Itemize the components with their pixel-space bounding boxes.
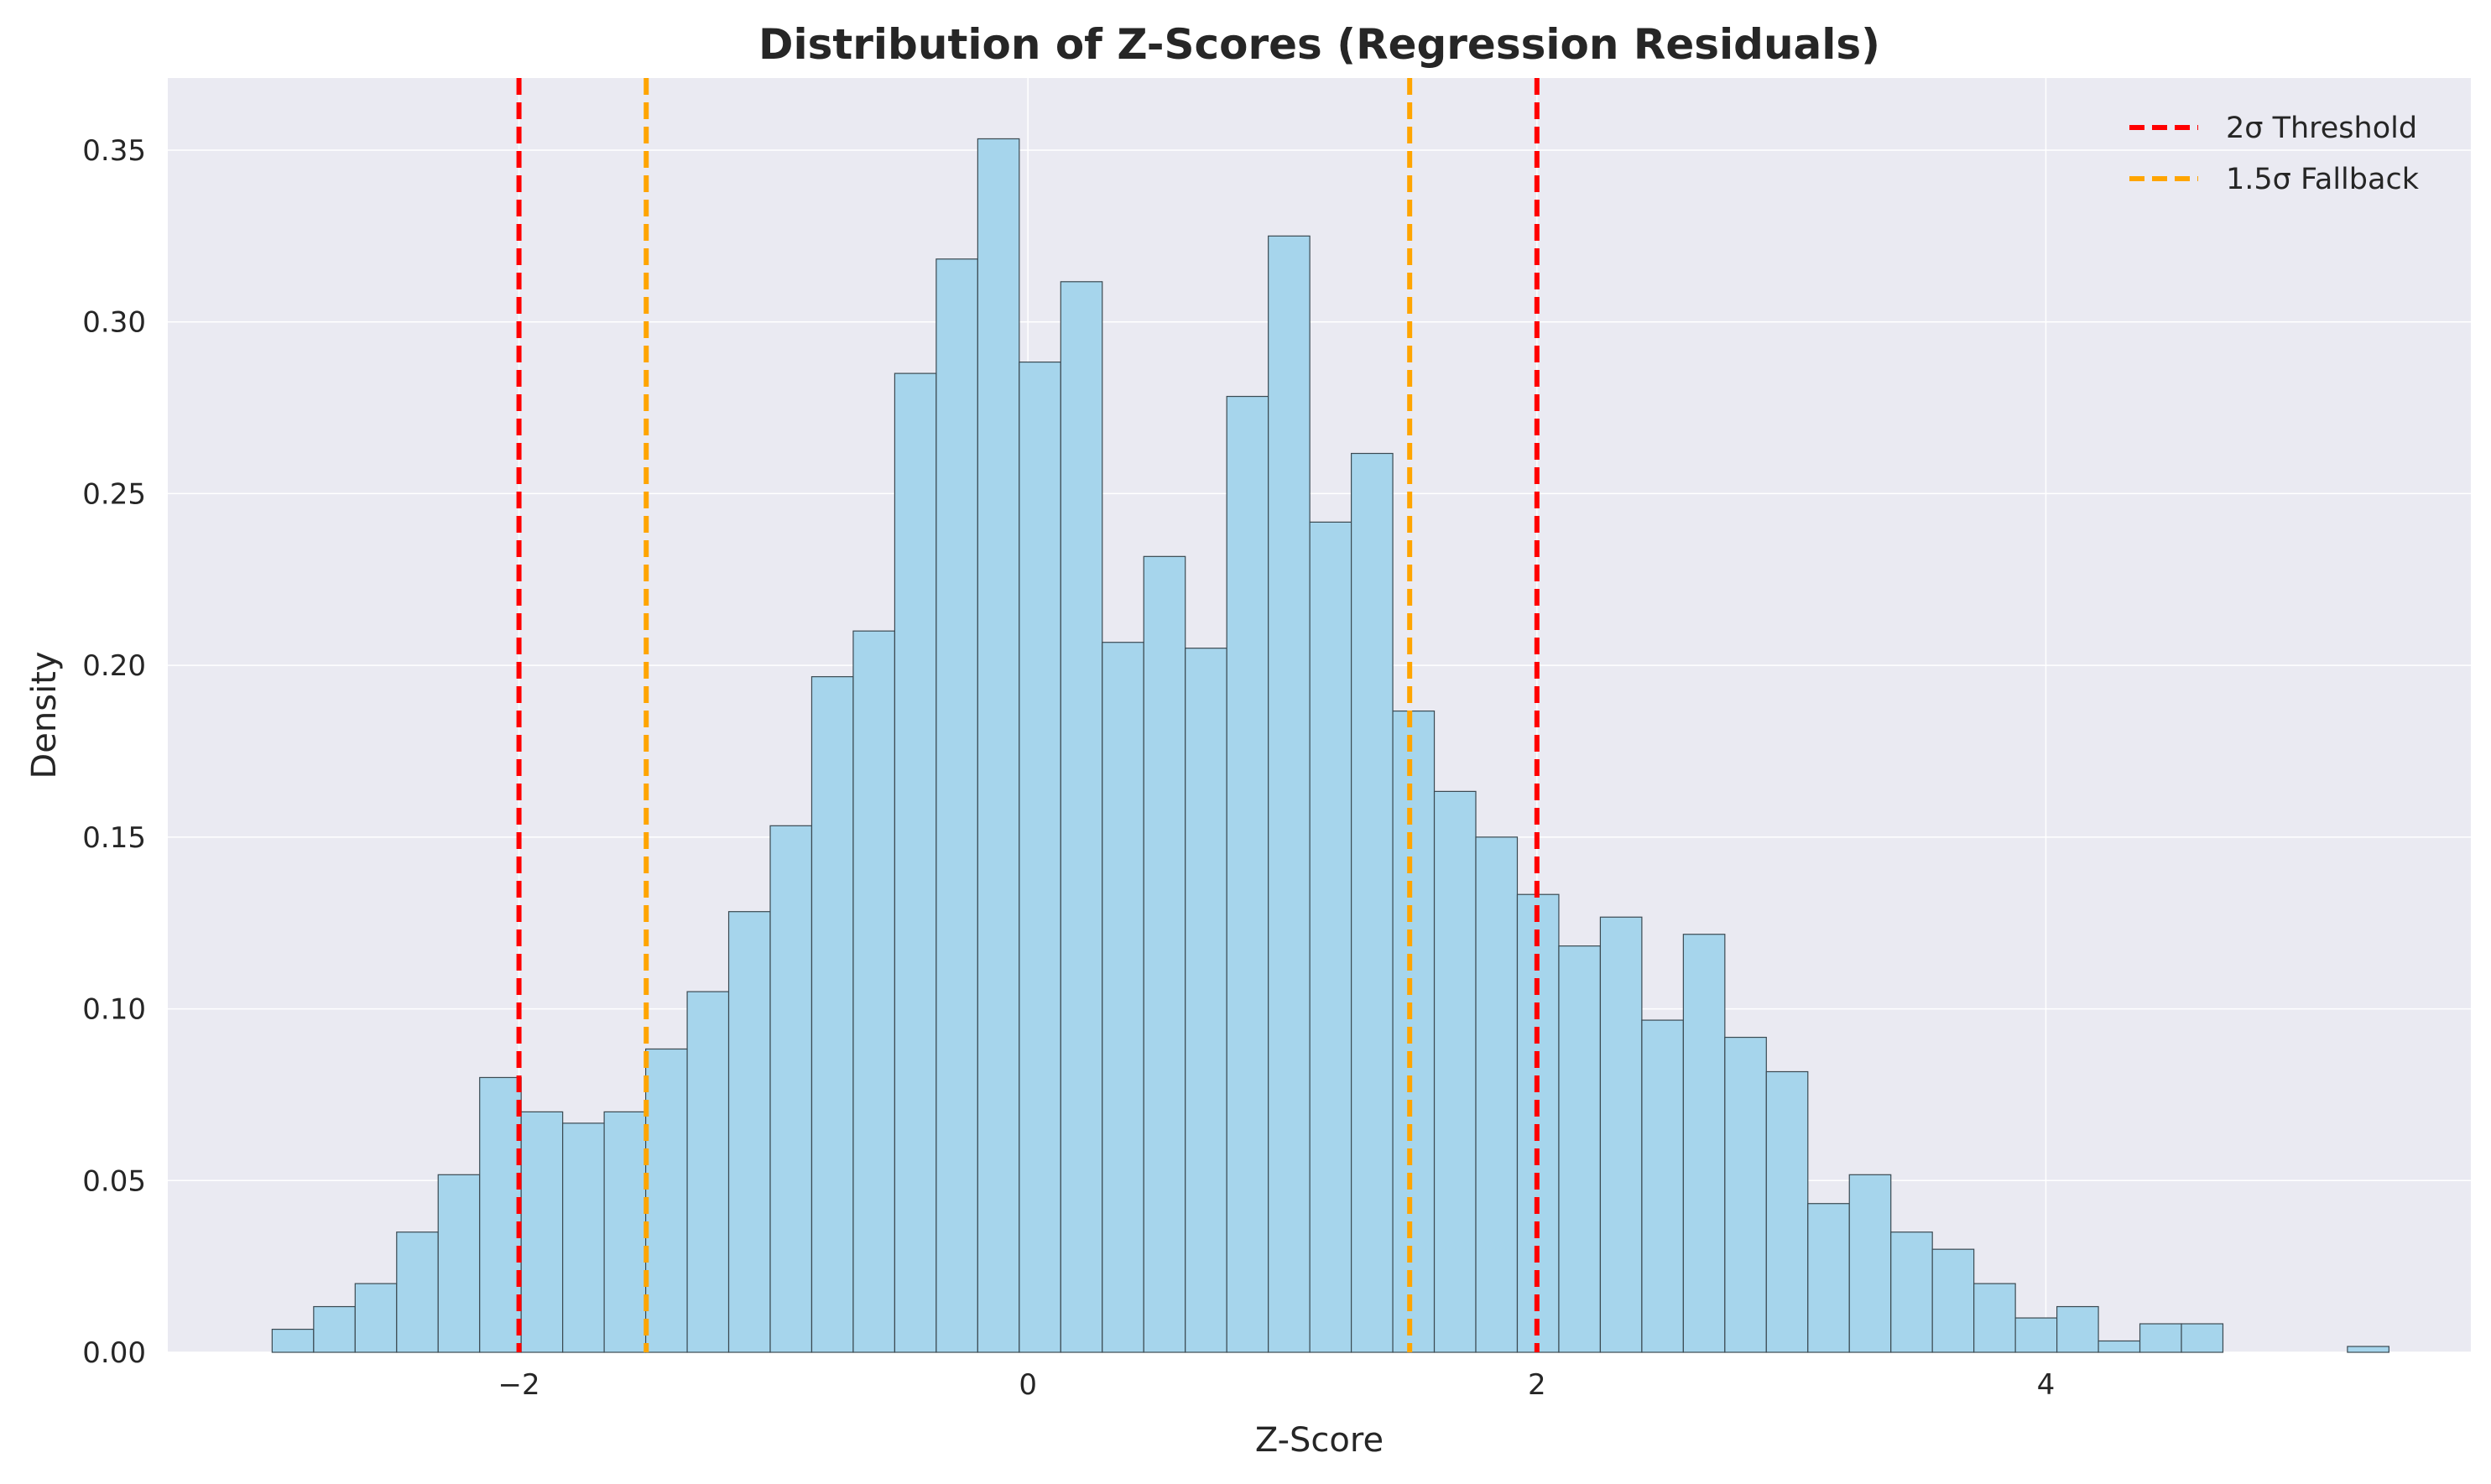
histogram-bar (2139, 1323, 2182, 1353)
histogram-bar (810, 676, 854, 1353)
y-tick-label: 0.25 (82, 477, 146, 511)
histogram-bar (271, 1328, 315, 1353)
reference-lines (516, 78, 1540, 1352)
histogram-bar (977, 138, 1020, 1353)
legend-label-2sigma-threshold: 2σ Threshold (2226, 112, 2417, 145)
histogram-bar (1143, 555, 1186, 1353)
histogram-bar (2347, 1346, 2389, 1353)
histogram-bar (1641, 1019, 1684, 1353)
histogram-bar (2014, 1317, 2058, 1353)
histogram-bar (1433, 790, 1477, 1353)
x-tick-label: 0 (1019, 1368, 1037, 1402)
histogram-bar (1682, 934, 1726, 1353)
histogram-bar (354, 1283, 398, 1353)
histogram-bar (2098, 1340, 2141, 1353)
histogram-bar (437, 1174, 481, 1353)
histogram-bar (1931, 1248, 1975, 1353)
histogram-bar (396, 1231, 439, 1353)
y-tick-label: 0.30 (82, 306, 146, 340)
histogram-bar (852, 630, 896, 1353)
y-tick-label: 0.15 (82, 821, 146, 855)
y-axis-label: Density (25, 651, 64, 778)
x-axis-label: Z-Score (1255, 1421, 1384, 1460)
histogram-bar (603, 1111, 647, 1353)
histogram-bar (1890, 1231, 1933, 1353)
x-tick-label: 4 (2037, 1368, 2056, 1402)
x-axis-ticks: −2 0 2 4 (498, 1368, 2056, 1402)
histogram-bar (1019, 362, 1061, 1353)
legend-label-1-5sigma-fallback: 1.5σ Fallback (2226, 163, 2420, 196)
histogram-bar (1724, 1036, 1767, 1353)
histogram-bar (769, 825, 813, 1353)
legend: 2σ Threshold 1.5σ Fallback (2129, 112, 2420, 196)
y-axis-ticks: 0.00 0.05 0.10 0.15 0.20 0.25 0.30 0.35 (82, 134, 146, 1370)
y-tick-label: 0.10 (82, 993, 146, 1027)
histogram-bar (562, 1122, 605, 1353)
histogram-bar (894, 372, 937, 1353)
histogram-bar (644, 1048, 688, 1353)
histogram-bar (313, 1305, 356, 1353)
y-tick-label: 0.35 (82, 134, 146, 168)
histogram-bar (479, 1076, 522, 1353)
x-tick-label: 2 (1528, 1368, 1546, 1402)
histogram-bar (1765, 1070, 1809, 1353)
histogram-bar (1060, 281, 1103, 1353)
histogram-bar (935, 258, 978, 1353)
histogram-bar (686, 991, 730, 1353)
histogram-bar (2056, 1305, 2099, 1353)
histogram-bar (1309, 521, 1352, 1353)
histogram-bar (1392, 710, 1436, 1353)
histogram-bar (1807, 1203, 1850, 1353)
histogram-bar (727, 911, 771, 1353)
histogram-bar (1973, 1283, 2016, 1353)
histogram-bar (1475, 836, 1519, 1353)
histogram-bar (1185, 648, 1227, 1353)
histogram-bar (1599, 916, 1643, 1353)
y-tick-label: 0.00 (82, 1336, 146, 1370)
histogram-bar (1226, 395, 1269, 1353)
y-tick-label: 0.05 (82, 1164, 146, 1198)
histogram-bar (1558, 945, 1602, 1353)
y-tick-label: 0.20 (82, 649, 146, 683)
histogram-bar (1268, 235, 1311, 1353)
histogram-bars (271, 138, 2389, 1353)
chart-title: Distribution of Z-Scores (Regression Res… (758, 20, 1880, 69)
histogram-bar (1848, 1174, 1892, 1353)
histogram-bar (1350, 452, 1394, 1353)
histogram-bar (520, 1111, 564, 1353)
histogram-bar (2181, 1323, 2224, 1353)
histogram-bar (1102, 642, 1144, 1353)
x-tick-label: −2 (498, 1368, 540, 1402)
